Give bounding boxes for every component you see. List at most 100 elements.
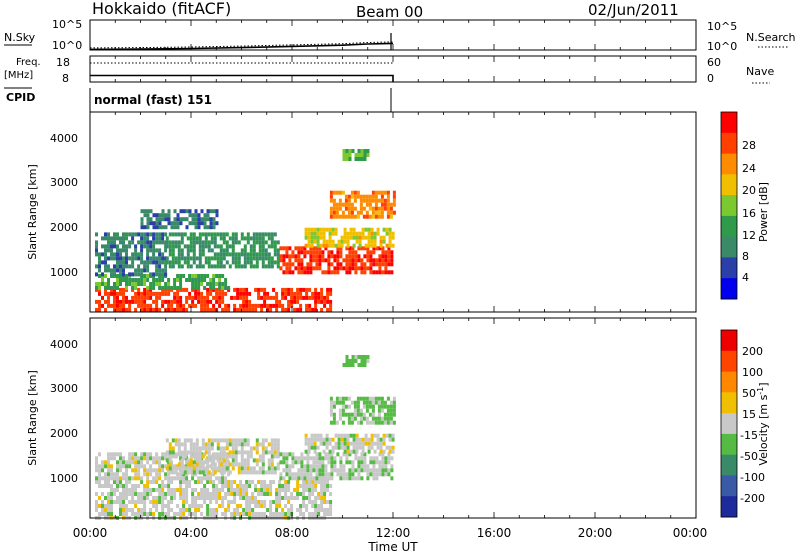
velocity-cell-r0 <box>308 496 312 500</box>
velocity-cell-r0 <box>215 496 219 500</box>
velocity-cell-r5 <box>359 408 363 413</box>
velocity-ytick-1000: 1000 <box>50 472 78 485</box>
velocity-cell-r0 <box>239 504 243 508</box>
power-cell-r0 <box>281 291 285 296</box>
time-axis-labels: 00:00 04:00 08:00 12:00 16:00 20:00 00:0… <box>73 526 708 540</box>
velocity-cell-r0 <box>137 500 141 504</box>
power-cell-r0 <box>281 307 285 312</box>
power-cell-r0 <box>98 307 101 312</box>
velocity-cell-r4 <box>337 445 341 450</box>
power-cell-r6 <box>335 206 339 211</box>
velocity-cell-r0 <box>161 504 165 508</box>
velocity-cell-r0 <box>122 500 125 504</box>
velocity-cell-r1 <box>185 460 189 465</box>
power-cell-r0 <box>101 303 104 308</box>
power-cell-r4 <box>387 262 391 267</box>
power-cell-r2 <box>119 240 122 245</box>
nsky-right-tick-bottom: 10^0 <box>707 40 737 53</box>
velocity-cell-r0 <box>170 492 174 496</box>
power-cell-r1 <box>125 278 128 282</box>
velocity-cell-r0 <box>215 500 219 504</box>
power-cell-r0 <box>326 291 330 296</box>
velocity-cell-r1 <box>146 460 150 465</box>
power-cell-r2 <box>140 272 144 277</box>
power-cell-r3 <box>276 256 280 261</box>
power-cell-r0 <box>179 307 183 312</box>
velocity-cell-r5 <box>329 404 333 409</box>
power-colorbar-segment <box>721 236 737 258</box>
velocity-cell-r2 <box>276 462 280 467</box>
power-cell-r0 <box>122 307 125 312</box>
power-cell-r0 <box>299 291 303 296</box>
power-cell-r3 <box>174 244 178 249</box>
power-cell-r3 <box>243 256 247 261</box>
velocity-cell-r3 <box>282 468 286 473</box>
velocity-cell-r2 <box>234 458 238 463</box>
power-cell-r0 <box>116 307 119 312</box>
velocity-cell-r2 <box>261 442 265 447</box>
power-cell-r2 <box>110 272 113 277</box>
power-cell-r2 <box>113 256 116 261</box>
velocity-cell-r3 <box>291 476 295 481</box>
velocity-cell-r2 <box>273 442 277 447</box>
velocity-cell-r0 <box>128 492 132 496</box>
velocity-cell-r0 <box>203 492 207 496</box>
power-cell-r0 <box>107 299 110 304</box>
power-cell-r6 <box>383 190 387 195</box>
power-cell-r5 <box>361 227 365 232</box>
power-cell-r7 <box>215 221 219 226</box>
power-cell-r4 <box>357 254 361 259</box>
velocity-cell-r0 <box>185 492 189 496</box>
velocity-cell-r0 <box>161 496 165 500</box>
power-cell-r5 <box>361 235 365 240</box>
velocity-cell-r3 <box>300 456 304 461</box>
velocity-cell-r5 <box>371 416 375 421</box>
velocity-cell-r0 <box>104 512 107 516</box>
power-cell-r2 <box>125 252 128 257</box>
velocity-cell-r3 <box>381 456 385 461</box>
velocity-cell-r0 <box>263 480 267 484</box>
velocity-cell-r3 <box>372 472 376 477</box>
power-cell-r5 <box>328 243 332 248</box>
power-cell-r2 <box>113 244 116 249</box>
power-cell-r0 <box>140 307 144 312</box>
velocity-cell-r2 <box>231 454 235 459</box>
power-cell-r0 <box>221 295 225 300</box>
velocity-cell-r4 <box>391 449 395 454</box>
velocity-cell-r3 <box>354 468 358 473</box>
velocity-cell-r0 <box>302 480 306 484</box>
velocity-cell-r4 <box>346 441 350 446</box>
velocity-cell-r0 <box>275 488 279 492</box>
velocity-cell-r5 <box>362 416 366 421</box>
velocity-cell-r0 <box>230 484 234 488</box>
power-cell-r0 <box>197 295 201 300</box>
power-cell-r1 <box>221 282 225 286</box>
velocity-cell-r1 <box>176 464 180 469</box>
power-cell-r3 <box>201 264 205 269</box>
power-cell-r1 <box>191 282 195 286</box>
power-cell-r3 <box>228 244 232 249</box>
power-cell-r4 <box>300 266 304 271</box>
power-cell-r0 <box>236 291 240 296</box>
velocity-cell-r5 <box>338 400 342 405</box>
power-cell-r3 <box>249 236 253 241</box>
power-cell-r1 <box>107 278 110 282</box>
power-cell-r5 <box>307 227 311 232</box>
power-cell-r2 <box>107 264 110 269</box>
velocity-cell-r0 <box>272 500 276 504</box>
power-cell-r0 <box>176 291 180 296</box>
velocity-cell-r0 <box>101 512 104 516</box>
velocity-cell-r3 <box>327 476 331 481</box>
velocity-cell-r0 <box>323 500 327 504</box>
power-cell-r0 <box>233 303 237 308</box>
power-cell-r2 <box>158 248 162 253</box>
power-cell-r0 <box>146 307 150 312</box>
velocity-cell-r0 <box>167 484 171 488</box>
velocity-cell-r2 <box>264 450 268 455</box>
velocity-cell-r2 <box>195 470 199 475</box>
power-cell-r2 <box>98 252 101 257</box>
freq-left-tick-bottom: 8 <box>62 72 69 85</box>
power-cell-r2 <box>134 252 138 257</box>
power-cell-r3 <box>207 240 211 245</box>
power-cell-r0 <box>119 287 122 292</box>
